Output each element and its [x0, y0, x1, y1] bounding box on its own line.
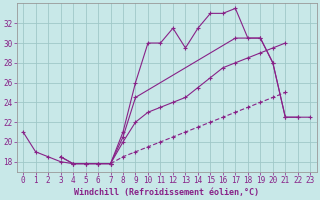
X-axis label: Windchill (Refroidissement éolien,°C): Windchill (Refroidissement éolien,°C) [74, 188, 259, 197]
